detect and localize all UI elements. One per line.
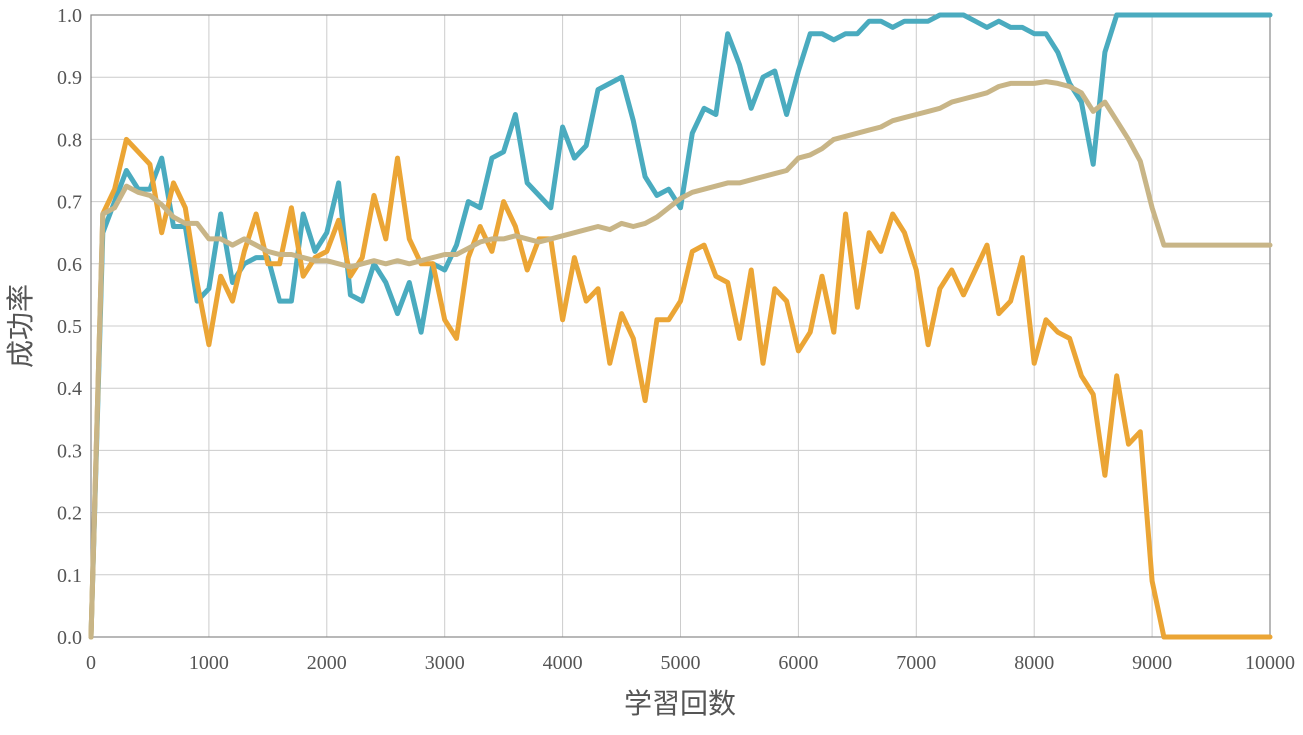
x-tick-label: 6000 — [778, 652, 818, 674]
y-tick-label: 0.0 — [57, 627, 82, 649]
x-tick-label: 0 — [86, 652, 96, 674]
x-tick-label: 7000 — [896, 652, 936, 674]
y-tick-label: 0.5 — [57, 316, 82, 338]
grid — [91, 15, 1270, 637]
y-tick-label: 0.8 — [57, 129, 82, 151]
x-tick-label: 1000 — [189, 652, 229, 674]
y-tick-label: 0.4 — [57, 378, 82, 400]
y-tick-label: 0.7 — [57, 192, 82, 214]
x-axis-ticks: 0 1000 2000 3000 4000 5000 6000 7000 8000 9000 100… — [86, 652, 1295, 674]
x-tick-label: 4000 — [543, 652, 583, 674]
y-tick-label: 1.0 — [57, 5, 82, 27]
x-tick-label: 9000 — [1132, 652, 1172, 674]
x-tick-label: 8000 — [1014, 652, 1054, 674]
y-tick-label: 0.3 — [57, 440, 82, 462]
y-tick-label: 0.2 — [57, 503, 82, 525]
plot-frame — [90, 14, 1271, 638]
series-layer — [88, 12, 1273, 640]
x-tick-label: 10000 — [1245, 652, 1295, 674]
y-tick-label: 0.1 — [57, 565, 82, 587]
x-tick-label: 5000 — [661, 652, 701, 674]
y-axis-ticks: 0.0 0.1 0.2 0.3 0.4 0.5 0.6 0.7 0.8 0.9 1.0 — [57, 5, 82, 649]
y-tick-label: 0.6 — [57, 254, 82, 276]
y-tick-label: 0.9 — [57, 67, 82, 89]
series-line-2 — [88, 136, 1273, 640]
x-tick-label: 2000 — [307, 652, 347, 674]
x-tick-label: 3000 — [425, 652, 465, 674]
y-axis-title: 成功率 — [4, 284, 37, 368]
series-line-3 — [88, 79, 1273, 640]
x-axis-title: 学習回数 — [624, 687, 736, 720]
